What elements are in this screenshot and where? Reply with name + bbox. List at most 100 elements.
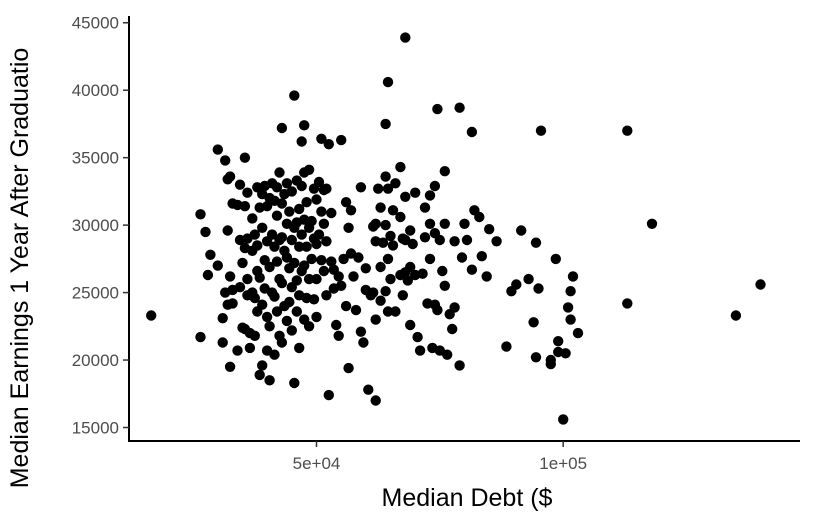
data-point (397, 290, 408, 301)
data-point (360, 263, 371, 274)
data-point (212, 144, 223, 155)
data-point (345, 205, 357, 216)
data-point (382, 183, 394, 194)
data-point (412, 331, 423, 343)
data-point (370, 314, 381, 325)
data-point (373, 183, 384, 194)
data-point (306, 215, 317, 227)
data-point (449, 236, 460, 247)
data-point (419, 202, 431, 213)
data-point (355, 326, 367, 337)
data-point (321, 236, 332, 247)
data-point (405, 319, 416, 331)
data-point (264, 321, 275, 332)
data-point (252, 240, 263, 251)
data-point (306, 253, 317, 265)
data-point (439, 218, 450, 229)
data-point (303, 321, 315, 332)
data-point (380, 219, 391, 231)
data-point (447, 323, 458, 335)
data-point (533, 283, 544, 294)
data-point (336, 134, 347, 146)
data-point (289, 257, 300, 269)
data-point (276, 122, 288, 134)
data-point (296, 229, 307, 240)
data-point (358, 337, 369, 348)
data-point (234, 179, 246, 190)
data-point (232, 345, 243, 356)
data-point (195, 209, 206, 220)
data-point (474, 211, 485, 223)
data-point (545, 354, 556, 366)
data-point (424, 253, 436, 265)
data-point (281, 252, 293, 263)
data-point (301, 197, 312, 208)
data-point (286, 186, 297, 197)
data-point (261, 201, 273, 212)
data-point (291, 275, 302, 286)
data-point (380, 171, 391, 182)
data-point (249, 292, 260, 304)
data-point (424, 218, 436, 229)
data-point (646, 218, 658, 229)
data-point (227, 298, 238, 309)
points-layer (146, 32, 766, 425)
data-point (377, 237, 389, 248)
x-tick-label: 1e+05 (539, 454, 587, 473)
data-point (271, 210, 283, 221)
data-point (439, 280, 450, 291)
data-point (459, 218, 470, 229)
data-point (481, 271, 492, 282)
data-point (291, 306, 302, 317)
data-point (313, 229, 325, 240)
data-point (387, 205, 399, 216)
data-point (501, 341, 512, 352)
data-point (350, 304, 362, 316)
y-tick-label: 20000 (72, 351, 119, 370)
data-point (449, 302, 460, 313)
data-point (217, 337, 228, 348)
data-point (336, 280, 347, 291)
data-point (303, 273, 315, 285)
data-point (331, 319, 342, 331)
data-point (205, 249, 216, 260)
data-point (261, 311, 273, 323)
data-point (264, 261, 275, 273)
data-point (281, 315, 293, 327)
data-point (237, 257, 248, 269)
data-point (558, 414, 569, 425)
data-point (286, 325, 297, 336)
data-point (572, 327, 584, 339)
data-point (432, 103, 443, 115)
data-point (454, 360, 465, 371)
data-point (405, 225, 416, 236)
data-point (370, 395, 381, 406)
data-point (224, 171, 236, 182)
data-point (316, 255, 327, 266)
data-point (530, 352, 542, 363)
data-point (222, 225, 233, 236)
data-point (281, 178, 293, 189)
data-point (535, 125, 547, 136)
data-point (363, 384, 374, 395)
data-point (437, 265, 448, 277)
data-point (476, 251, 487, 262)
data-point (323, 389, 334, 401)
data-point (402, 275, 413, 286)
data-point (343, 362, 354, 374)
data-point (565, 286, 576, 297)
data-point (395, 211, 406, 223)
data-point (417, 268, 428, 279)
data-point (414, 345, 426, 356)
data-point (326, 207, 337, 219)
data-point (622, 125, 633, 136)
x-axis-ticks: 5e+04 1e+05 (293, 441, 587, 473)
data-point (375, 295, 386, 306)
data-point (355, 182, 367, 193)
data-point (353, 252, 364, 263)
data-point (321, 183, 332, 194)
data-point (299, 120, 310, 131)
data-point (224, 271, 236, 282)
data-point (217, 313, 228, 324)
